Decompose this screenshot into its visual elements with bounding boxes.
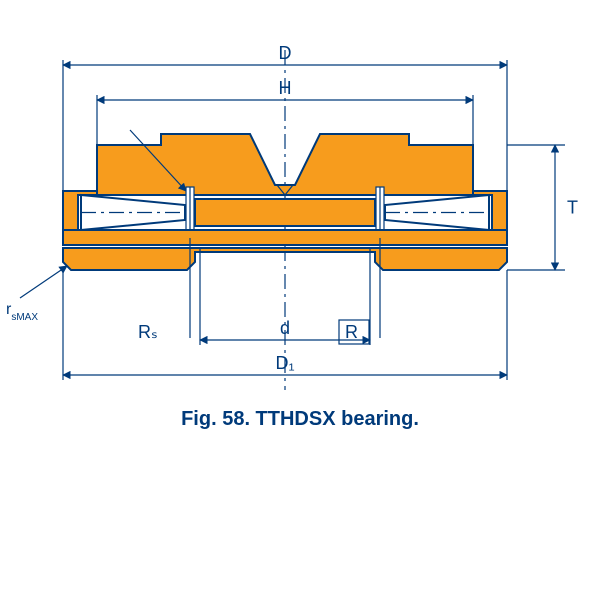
svg-text:Rₛ: Rₛ <box>138 322 158 342</box>
svg-text:T: T <box>567 198 578 218</box>
svg-text:D₁: D₁ <box>275 353 294 373</box>
figure-caption: Fig. 58. TTHDSX bearing. <box>0 408 600 431</box>
svg-text:H: H <box>279 78 292 98</box>
bearing-diagram: DH Td D₁ Rₛ RrsMAX <box>0 0 600 440</box>
svg-text:rsMAX: rsMAX <box>6 301 38 323</box>
svg-text:R: R <box>345 322 358 342</box>
svg-text:D: D <box>279 43 292 63</box>
svg-text:d: d <box>280 318 290 338</box>
